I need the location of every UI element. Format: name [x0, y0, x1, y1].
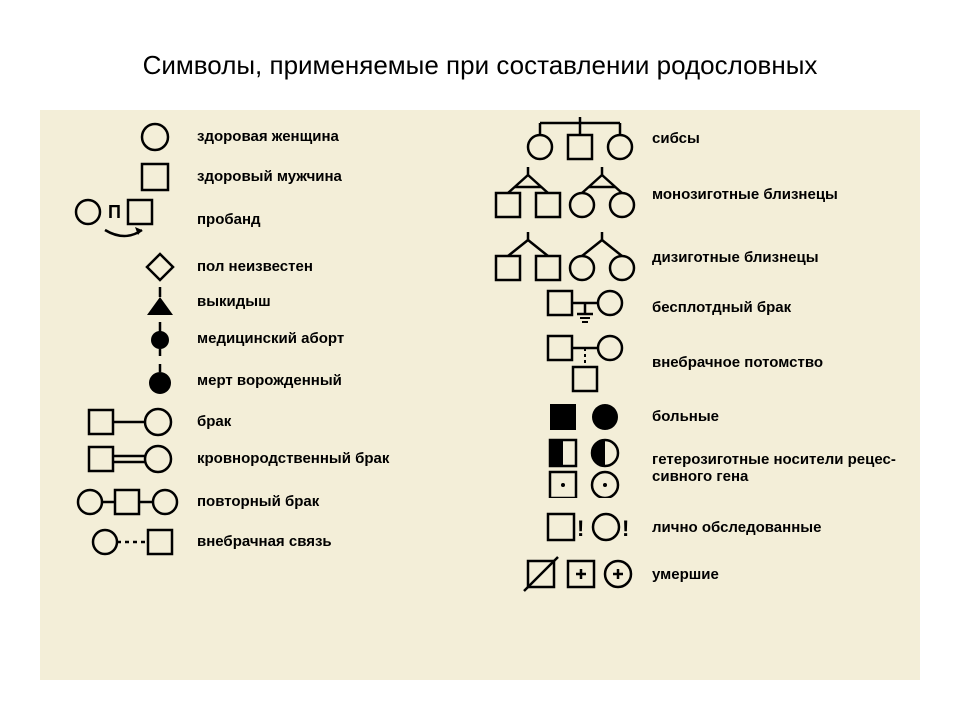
sibs-icon [520, 115, 640, 163]
legend-panel: здоровая женщина здоровый мужчина П проб… [40, 110, 920, 680]
svg-text:!: ! [577, 516, 584, 541]
remarriage-icon [75, 485, 185, 519]
row-stillborn: мерт ворожденный [135, 362, 342, 400]
row-miscarriage: выкидыш [135, 285, 271, 319]
healthy-male-icon [125, 160, 185, 194]
extramarital-off-icon [540, 333, 640, 393]
miscarriage-icon [135, 285, 185, 319]
row-hetero: гетерозиготные носители рецес- сивного г… [540, 438, 920, 498]
label-healthy-male: здоровый мужчина [185, 168, 342, 185]
hetero-icon [540, 438, 640, 498]
marriage-icon [85, 405, 185, 439]
label-stillborn: мерт ворожденный [185, 372, 342, 389]
row-examined: ! ! лично обследованные [540, 508, 821, 548]
label-infertile: бесплотдный брак [640, 299, 791, 316]
row-consang: кровнородственный брак [85, 442, 389, 476]
label-examined: лично обследованные [640, 519, 821, 536]
label-sibs: сибсы [640, 130, 700, 147]
row-infertile: бесплотдный брак [540, 288, 791, 328]
consang-icon [85, 442, 185, 476]
di-twins-icon [490, 230, 640, 285]
healthy-female-icon [125, 120, 185, 154]
mono-twins-icon [490, 165, 640, 225]
label-consang: кровнородственный брак [185, 450, 389, 467]
row-extramarital-off: внебрачное потомство [540, 333, 823, 393]
label-marriage: брак [185, 413, 231, 430]
proband-icon: П [70, 198, 185, 242]
deceased-icon [520, 555, 640, 595]
med-abort-icon [135, 320, 185, 358]
row-proband: П пробанд [70, 198, 261, 242]
extramarital-rel-icon [90, 525, 185, 559]
row-healthy-male: здоровый мужчина [125, 160, 342, 194]
label-deceased: умершие [640, 566, 719, 583]
row-sex-unknown: пол неизвестен [135, 250, 313, 284]
row-extramarital-rel: внебрачная связь [90, 525, 332, 559]
page-title: Символы, применяемые при составлении род… [0, 50, 960, 81]
label-extramarital-off: внебрачное потомство [640, 354, 823, 371]
row-affected: больные [540, 400, 719, 434]
label-proband: пробанд [185, 211, 261, 228]
svg-text:!: ! [622, 516, 629, 541]
label-hetero: гетерозиготные носители рецес- сивного г… [640, 451, 920, 486]
stillborn-icon [135, 362, 185, 400]
examined-icon: ! ! [540, 508, 640, 548]
label-extramarital-rel: внебрачная связь [185, 533, 332, 550]
infertile-icon [540, 288, 640, 328]
label-remarriage: повторный брак [185, 493, 319, 510]
row-marriage: брак [85, 405, 231, 439]
row-sibs: сибсы [520, 115, 700, 163]
row-remarriage: повторный брак [75, 485, 319, 519]
label-med-abort: медицинский аборт [185, 330, 344, 347]
affected-icon [540, 400, 640, 434]
label-mono-twins: монозиготные близнецы [640, 186, 838, 203]
svg-text:П: П [108, 202, 121, 222]
row-deceased: умершие [520, 555, 719, 595]
sex-unknown-icon [135, 250, 185, 284]
label-sex-unknown: пол неизвестен [185, 258, 313, 275]
row-healthy-female: здоровая женщина [125, 120, 339, 154]
label-di-twins: дизиготные близнецы [640, 249, 819, 266]
label-affected: больные [640, 408, 719, 425]
label-miscarriage: выкидыш [185, 293, 271, 310]
row-mono-twins: монозиготные близнецы [490, 165, 838, 225]
label-healthy-female: здоровая женщина [185, 128, 339, 145]
row-di-twins: дизиготные близнецы [490, 230, 819, 285]
row-med-abort: медицинский аборт [135, 320, 344, 358]
